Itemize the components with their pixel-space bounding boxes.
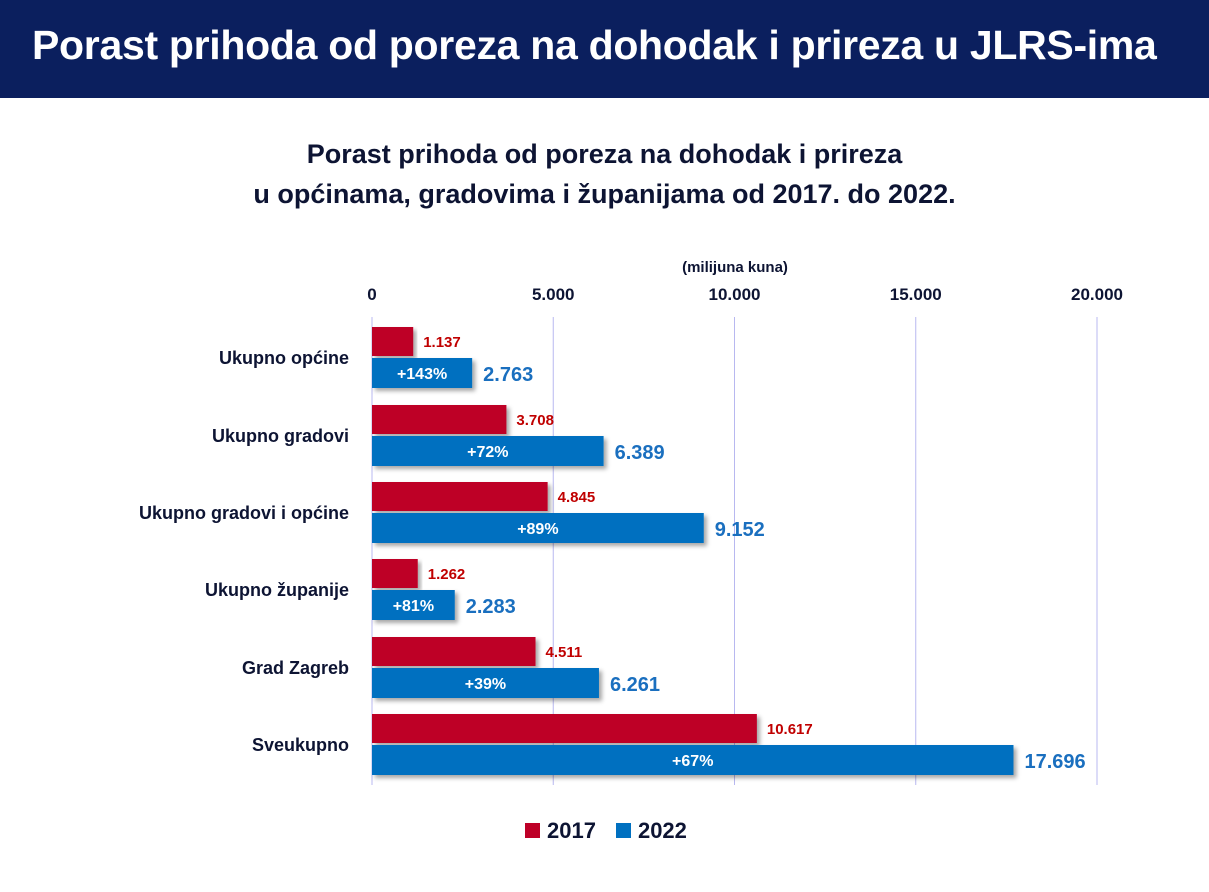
chart-title-line2: u općinama, gradovima i županijama od 20… — [253, 179, 956, 209]
tick-label: 20.000 — [1071, 285, 1123, 304]
bar-2022 — [372, 436, 604, 466]
value-label-2017: 4.511 — [546, 644, 583, 661]
category-label: Ukupno županije — [205, 580, 349, 600]
growth-label: +72% — [467, 444, 508, 461]
value-label-2022: 6.389 — [615, 442, 665, 464]
value-label-2017: 3.708 — [516, 412, 554, 429]
header-banner: Porast prihoda od poreza na dohodak i pr… — [0, 0, 1209, 98]
legend-swatch-2017 — [525, 823, 540, 838]
value-label-2017: 10.617 — [767, 721, 813, 738]
bar-2022 — [372, 358, 473, 388]
category-label: Grad Zagreb — [242, 658, 349, 678]
legend: 2017 2022 — [525, 818, 687, 844]
legend-label-2017: 2017 — [547, 818, 596, 843]
category-label: Sveukupno — [252, 735, 349, 755]
bar-2022 — [372, 745, 1014, 775]
category-label: Ukupno gradovi — [212, 426, 349, 446]
growth-label: +39% — [465, 676, 506, 693]
value-label-2017: 1.137 — [423, 334, 461, 351]
bar-2022 — [372, 668, 599, 698]
growth-label: +143% — [397, 366, 447, 383]
category-label: Ukupno općine — [219, 348, 349, 368]
tick-label: 0 — [367, 285, 376, 304]
legend-item-2017: 2017 — [525, 818, 596, 844]
category-label: Ukupno gradovi i općine — [139, 503, 349, 523]
value-label-2017: 4.845 — [558, 489, 596, 506]
bar-2017 — [372, 714, 757, 743]
bar-2022 — [372, 513, 704, 543]
tick-label: 5.000 — [532, 285, 575, 304]
value-label-2022: 2.763 — [483, 364, 533, 386]
value-label-2022: 2.283 — [466, 596, 516, 618]
legend-swatch-2022 — [615, 823, 631, 838]
growth-label: +81% — [393, 598, 434, 615]
legend-label-2022: 2022 — [637, 818, 687, 843]
bar-2017 — [372, 559, 418, 588]
bar-2017 — [372, 327, 414, 356]
value-label-2017: 1.262 — [428, 566, 466, 583]
axis-unit-label: (milijuna kuna) — [682, 259, 788, 276]
tick-label: 15.000 — [890, 285, 942, 304]
tick-label: 10.000 — [709, 285, 761, 304]
chart-title: Porast prihoda od poreza na dohodak i pr… — [0, 134, 1209, 214]
bar-2017 — [372, 482, 548, 511]
chart-title-line1: Porast prihoda od poreza na dohodak i pr… — [306, 139, 903, 169]
value-label-2022: 6.261 — [610, 674, 660, 696]
page-title: Porast prihoda od poreza na dohodak i pr… — [32, 22, 1157, 68]
growth-label: +67% — [672, 753, 713, 770]
value-label-2022: 9.152 — [715, 519, 765, 541]
bar-2017 — [372, 637, 536, 666]
legend-item-2022: 2022 — [615, 818, 687, 844]
bar-2022 — [372, 590, 455, 620]
bar-2017 — [372, 405, 507, 434]
value-label-2022: 17.696 — [1024, 751, 1085, 773]
growth-label: +89% — [517, 521, 558, 538]
